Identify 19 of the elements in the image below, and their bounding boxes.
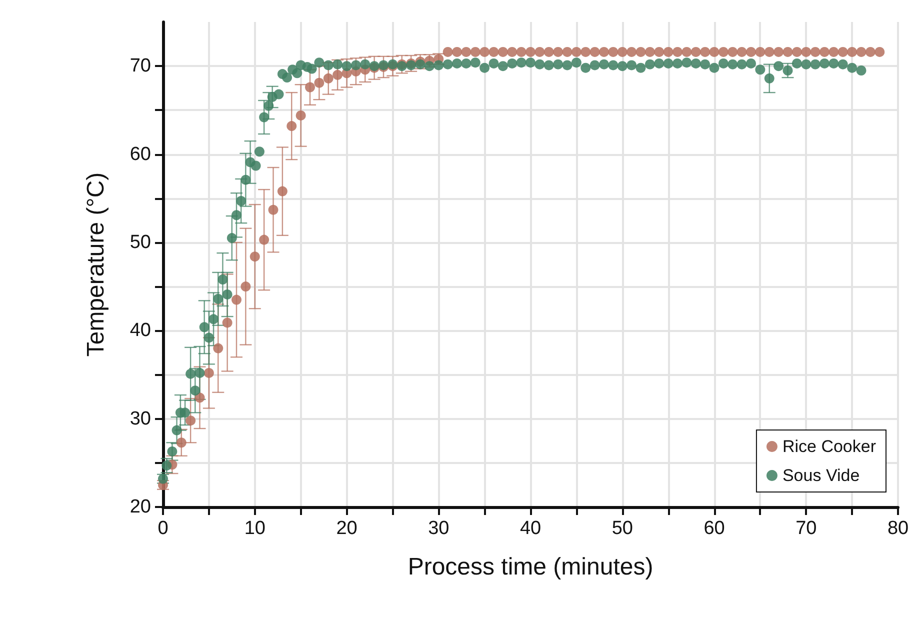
- x-tick-label: 20: [336, 518, 358, 539]
- y-tick-label: 40: [130, 320, 151, 342]
- x-tick-label: 80: [887, 518, 909, 539]
- x-tick-label: 30: [428, 518, 450, 539]
- legend-label: Rice Cooker: [782, 437, 876, 456]
- y-tick-label: 70: [130, 56, 151, 77]
- y-tick-label: 50: [130, 232, 151, 253]
- x-tick-label: 50: [612, 518, 633, 539]
- y-tick-label: 30: [130, 408, 151, 430]
- y-tick-label: 60: [130, 144, 151, 165]
- x-axis-title: Process time (minutes): [408, 554, 654, 580]
- x-tick-label: 10: [244, 518, 266, 539]
- y-tick-label: 20: [130, 496, 151, 518]
- x-tick-label: 0: [158, 518, 168, 539]
- x-tick-label: 60: [704, 518, 725, 539]
- legend-label: Sous Vide: [782, 466, 860, 485]
- x-tick-label: 40: [520, 518, 542, 539]
- x-tick-label: 70: [796, 518, 817, 539]
- y-axis-title: Temperature (°C): [82, 172, 110, 357]
